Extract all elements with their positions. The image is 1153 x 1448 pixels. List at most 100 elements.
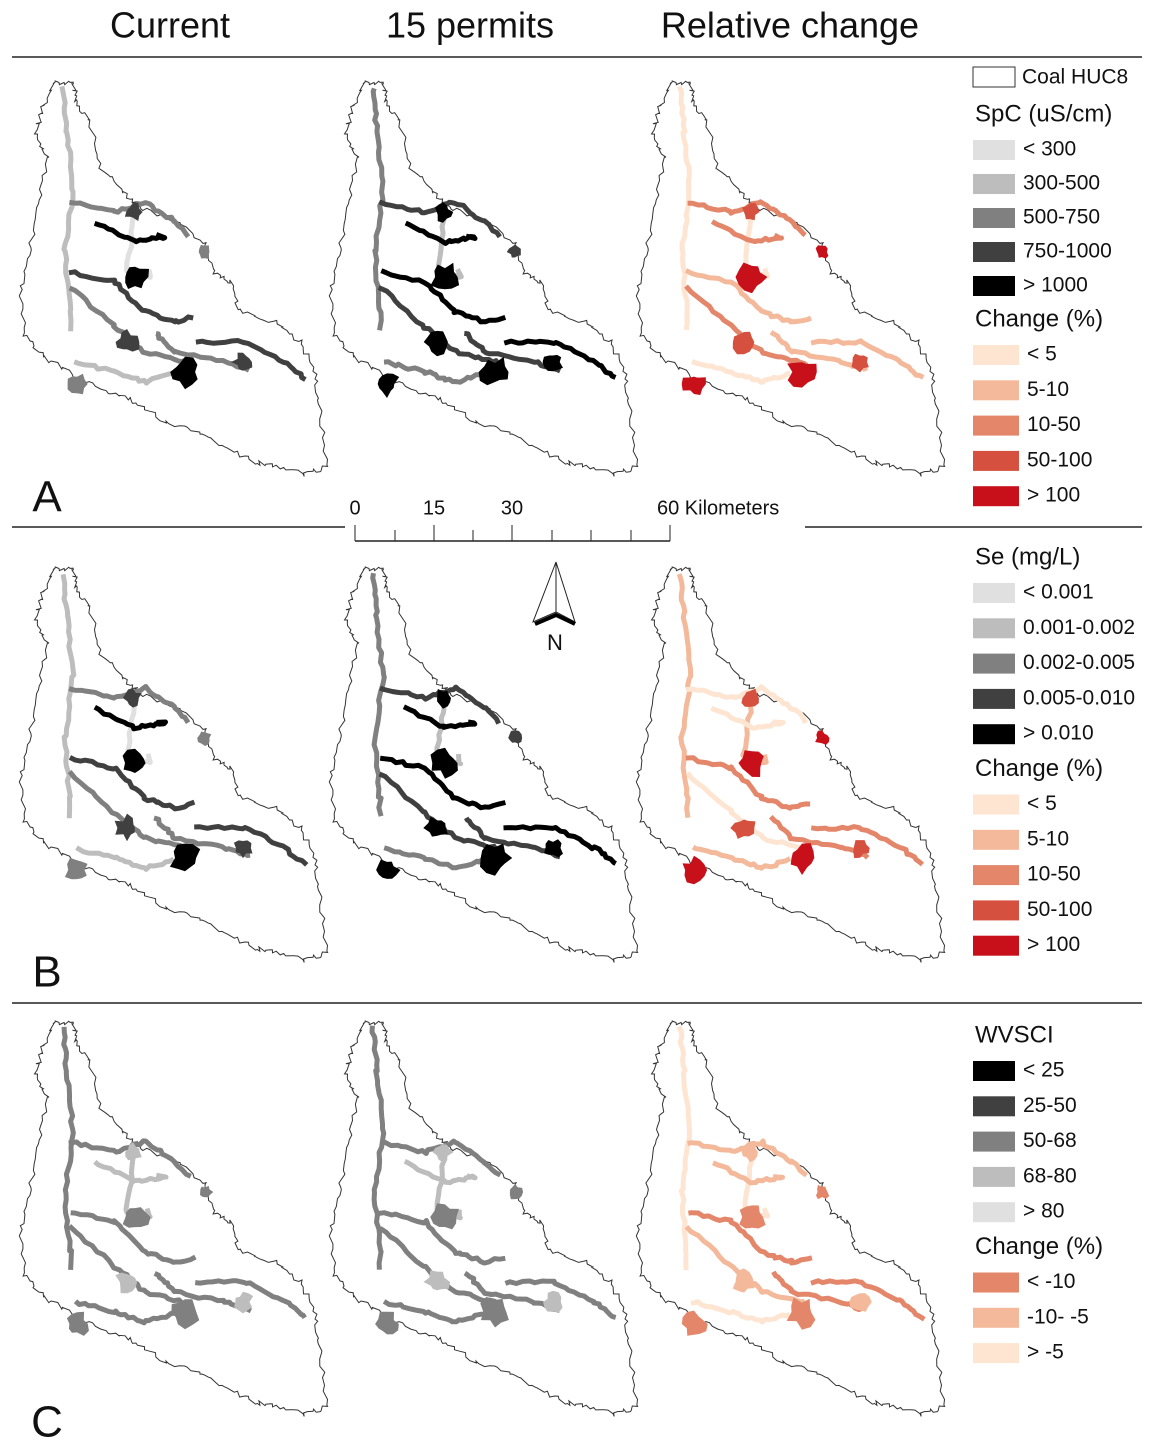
legend-label: < 5: [1027, 343, 1057, 366]
stream: [503, 824, 617, 866]
legend-swatch: [973, 653, 1015, 674]
stream: [688, 1210, 813, 1266]
stream: [503, 338, 617, 380]
stream-cluster: [739, 1205, 766, 1229]
stream-cluster: [544, 839, 563, 858]
legend-label: > 1000: [1023, 274, 1088, 297]
stream: [68, 684, 191, 725]
panel-label: B: [32, 948, 61, 997]
map: [635, 566, 946, 963]
map: [18, 80, 329, 477]
legend-swatch: [973, 935, 1019, 956]
legend-swatch: [973, 688, 1015, 709]
stream-cluster: [816, 1184, 830, 1200]
stream: [380, 1138, 502, 1178]
scale-label: 60 Kilometers: [657, 497, 779, 519]
legend-label: < 300: [1023, 138, 1076, 161]
stream-cluster: [234, 1291, 254, 1314]
watershed-outline: [328, 1020, 639, 1417]
legend-title: WVSCI: [975, 1021, 1054, 1048]
stream-cluster: [122, 688, 142, 708]
map: [328, 566, 639, 963]
legend-label: < 25: [1023, 1059, 1064, 1082]
legend-label: 10-50: [1027, 413, 1081, 436]
stream: [383, 359, 485, 385]
stream-cluster: [851, 353, 869, 373]
watershed-outline: [18, 566, 329, 963]
stream-cluster: [730, 819, 756, 839]
stream-cluster: [233, 840, 253, 859]
stream-cluster: [171, 1299, 200, 1330]
stream-cluster: [542, 354, 563, 372]
legend-title: SpC (uS/cm): [975, 100, 1112, 127]
map: [635, 1020, 946, 1417]
legend-label: 0.001-0.002: [1023, 616, 1135, 639]
stream-cluster: [423, 1270, 451, 1291]
panel-label: C: [31, 1398, 63, 1447]
column-title: Current: [110, 5, 230, 46]
legend-label: 25-50: [1023, 1094, 1077, 1117]
legend-swatch: [973, 900, 1019, 921]
map: [635, 80, 946, 477]
stream: [403, 1159, 478, 1186]
scale-bar: 0 15 30 60 Kilometers: [349, 497, 779, 542]
stream-cluster: [430, 1203, 459, 1230]
legend-swatch: [973, 724, 1015, 745]
legend-title: Change (%): [975, 1233, 1103, 1260]
stream-cluster: [681, 376, 706, 395]
stream: [691, 359, 791, 385]
stream-cluster: [423, 330, 448, 357]
stream-cluster: [682, 855, 708, 885]
legend-swatch: [973, 1166, 1015, 1187]
stream-cluster: [508, 730, 523, 744]
legend-label: 5-10: [1027, 827, 1069, 850]
stream-cluster: [742, 202, 760, 221]
legend-label: > 80: [1023, 1200, 1064, 1223]
stream-cluster: [122, 1207, 151, 1228]
legend-swatch: [973, 1096, 1015, 1117]
stream: [711, 1160, 785, 1186]
stream: [383, 845, 485, 871]
legend-label: < -10: [1027, 1270, 1075, 1293]
stream: [60, 573, 77, 819]
stream: [810, 824, 925, 867]
legend-label: -10- -5: [1027, 1305, 1089, 1328]
stream-cluster: [115, 329, 140, 352]
boundary-swatch: [972, 66, 1016, 88]
legend-swatch: [973, 208, 1015, 228]
stream-cluster: [376, 859, 401, 879]
legend-label: 0.002-0.005: [1023, 651, 1135, 674]
legend-swatch: [973, 345, 1019, 365]
stream: [687, 199, 807, 238]
stream: [93, 1159, 169, 1185]
stream: [194, 1278, 307, 1320]
stream: [710, 705, 786, 731]
legend-swatch: [973, 1061, 1015, 1081]
stream: [68, 755, 196, 812]
legend-label: < 5: [1027, 792, 1057, 815]
stream: [155, 331, 251, 373]
stream-cluster: [437, 688, 451, 709]
legend-title: Change (%): [975, 305, 1103, 332]
stream: [404, 220, 478, 246]
legend-swatch: [973, 242, 1015, 262]
stream: [68, 1138, 192, 1179]
north-label: N: [547, 630, 563, 655]
stream-cluster: [741, 688, 759, 707]
legend-label: 500-750: [1023, 206, 1100, 229]
scale-label: 0: [349, 497, 360, 519]
stream: [93, 221, 168, 245]
stream-cluster: [170, 356, 198, 390]
legend-label: > -5: [1027, 1341, 1064, 1364]
stream-cluster: [200, 1185, 214, 1198]
stream: [691, 844, 792, 871]
stream: [73, 359, 175, 386]
map: [18, 566, 329, 963]
stream-cluster: [66, 1311, 89, 1336]
stream: [676, 573, 694, 819]
legend-swatch: [973, 618, 1015, 639]
stream-cluster: [478, 356, 509, 386]
legend-label: 0.005-0.010: [1023, 686, 1135, 709]
stream: [194, 824, 309, 867]
stream-cluster: [375, 1311, 399, 1335]
